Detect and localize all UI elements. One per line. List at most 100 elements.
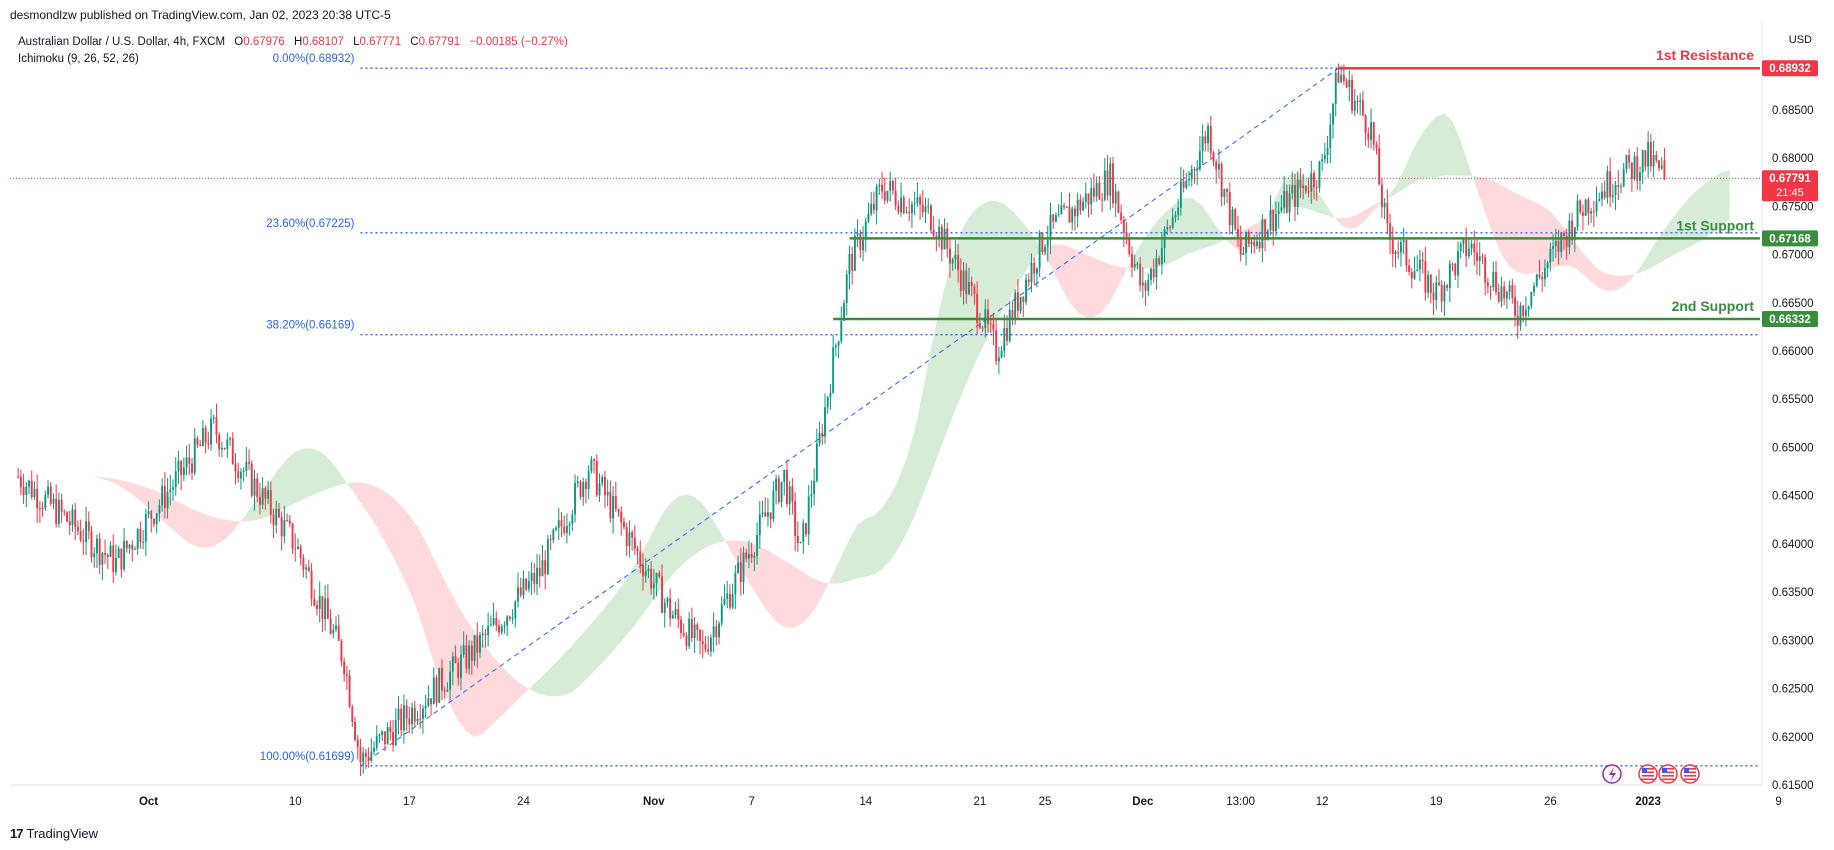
candle bbox=[112, 534, 115, 583]
candle bbox=[1141, 267, 1144, 298]
candle bbox=[250, 460, 253, 498]
candle-body bbox=[661, 576, 663, 613]
candle bbox=[761, 500, 764, 518]
candle bbox=[1136, 261, 1139, 270]
candle bbox=[169, 474, 172, 506]
candle-body bbox=[511, 618, 514, 620]
candle bbox=[935, 232, 938, 252]
candle-body bbox=[93, 553, 96, 558]
candle-body bbox=[495, 618, 498, 626]
candle-body bbox=[549, 539, 552, 541]
candle-body bbox=[788, 486, 791, 505]
y-tick-label: 0.66000 bbox=[1772, 346, 1814, 358]
us-flag-icon[interactable] bbox=[1658, 764, 1678, 784]
candle-body bbox=[1245, 231, 1248, 253]
candle bbox=[1535, 273, 1538, 288]
candle bbox=[1489, 285, 1492, 300]
candle-body bbox=[364, 752, 367, 757]
candle-body bbox=[584, 481, 587, 489]
candle bbox=[1131, 246, 1133, 278]
candle-body bbox=[590, 459, 593, 472]
candle bbox=[1611, 183, 1614, 203]
candle-body bbox=[1025, 279, 1027, 302]
candle-body bbox=[568, 524, 571, 526]
us-flag-icon[interactable] bbox=[1680, 764, 1700, 784]
candle bbox=[394, 708, 397, 747]
candle bbox=[788, 480, 791, 516]
candle-body bbox=[601, 477, 604, 484]
candle-body bbox=[856, 233, 859, 236]
candle-body bbox=[1503, 286, 1506, 299]
candle bbox=[1459, 241, 1462, 259]
candle-body bbox=[1511, 285, 1514, 298]
candle-body bbox=[821, 433, 824, 437]
candle-body bbox=[82, 540, 85, 542]
flag-stripe bbox=[1662, 778, 1674, 781]
candle bbox=[329, 609, 332, 635]
candle bbox=[131, 540, 134, 562]
candle bbox=[155, 512, 158, 534]
candle-body bbox=[1231, 209, 1234, 226]
candle-body bbox=[938, 226, 941, 240]
candle bbox=[1155, 249, 1158, 290]
low-value: 0.67771 bbox=[359, 36, 402, 48]
candle bbox=[587, 465, 590, 500]
candle bbox=[1291, 171, 1294, 200]
candle-body bbox=[373, 747, 375, 752]
candle bbox=[739, 548, 742, 596]
candle bbox=[1581, 204, 1584, 231]
candle bbox=[207, 431, 210, 450]
candle bbox=[272, 508, 275, 539]
cloud-bullish bbox=[1640, 169, 1730, 273]
symbol-title[interactable]: Australian Dollar / U.S. Dollar, 4h, FXC… bbox=[18, 36, 226, 48]
candle-body bbox=[636, 548, 639, 552]
candle-body bbox=[978, 322, 981, 328]
candle-body bbox=[457, 663, 460, 678]
candle bbox=[440, 659, 443, 701]
candle-body bbox=[378, 734, 381, 736]
candle bbox=[690, 607, 693, 643]
candle bbox=[1497, 283, 1500, 304]
candle bbox=[987, 299, 989, 333]
candle bbox=[883, 177, 886, 205]
candle-body bbox=[492, 618, 495, 625]
candle bbox=[60, 493, 63, 524]
candle-body bbox=[870, 203, 873, 214]
candle bbox=[576, 476, 579, 488]
candle-body bbox=[142, 541, 145, 543]
candle bbox=[1299, 168, 1302, 199]
candle bbox=[49, 481, 52, 507]
lightning-icon[interactable] bbox=[1602, 764, 1622, 784]
candle bbox=[1275, 201, 1277, 237]
candle bbox=[674, 601, 677, 619]
candle-body bbox=[813, 480, 816, 495]
candle bbox=[959, 258, 962, 298]
candle-body bbox=[66, 512, 69, 522]
price-tag-label: 0.68932 bbox=[1769, 63, 1811, 75]
candle bbox=[1625, 154, 1628, 174]
candle-body bbox=[188, 457, 191, 464]
candle-body bbox=[484, 633, 487, 636]
candle bbox=[612, 486, 615, 534]
cloud-bullish bbox=[531, 494, 728, 697]
candle-body bbox=[258, 497, 261, 505]
candle-body bbox=[272, 514, 275, 526]
candle bbox=[166, 477, 169, 519]
candle-body bbox=[120, 548, 123, 570]
candle-body bbox=[1641, 150, 1644, 173]
candle-body bbox=[38, 508, 41, 510]
us-flag-icon[interactable] bbox=[1638, 764, 1658, 784]
candle-body bbox=[416, 718, 419, 722]
indicator-label[interactable]: Ichimoku (9, 26, 52, 26) bbox=[18, 53, 139, 65]
candle-body bbox=[1337, 72, 1340, 83]
candle bbox=[704, 636, 707, 653]
candle-body bbox=[1236, 228, 1239, 238]
low-label: L bbox=[353, 36, 360, 48]
candle bbox=[644, 558, 647, 583]
candle bbox=[821, 424, 824, 445]
candle-body bbox=[451, 656, 454, 672]
candle-body bbox=[218, 434, 221, 450]
candle-body bbox=[1533, 285, 1536, 292]
price-chart[interactable]: 0.00%(0.68932) 23.60%(0.67225) 38.20%(0.66… bbox=[0, 0, 1834, 822]
cloud-bearish bbox=[1045, 244, 1135, 318]
